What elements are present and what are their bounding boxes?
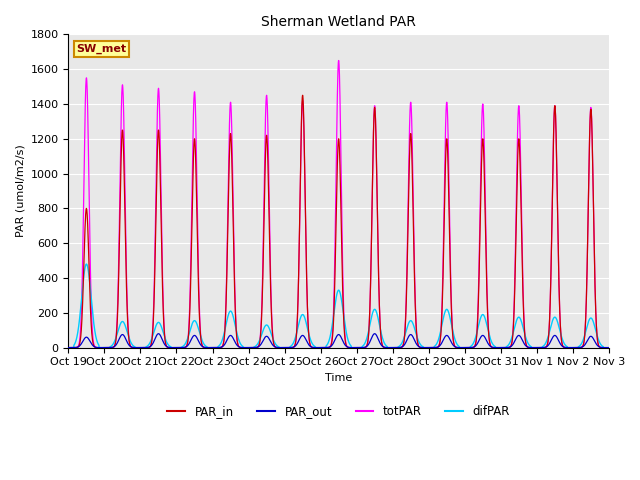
- Title: Sherman Wetland PAR: Sherman Wetland PAR: [261, 15, 416, 29]
- Y-axis label: PAR (umol/m2/s): PAR (umol/m2/s): [15, 144, 25, 237]
- Text: SW_met: SW_met: [77, 44, 127, 54]
- Legend: PAR_in, PAR_out, totPAR, difPAR: PAR_in, PAR_out, totPAR, difPAR: [163, 400, 515, 423]
- X-axis label: Time: Time: [325, 373, 352, 383]
